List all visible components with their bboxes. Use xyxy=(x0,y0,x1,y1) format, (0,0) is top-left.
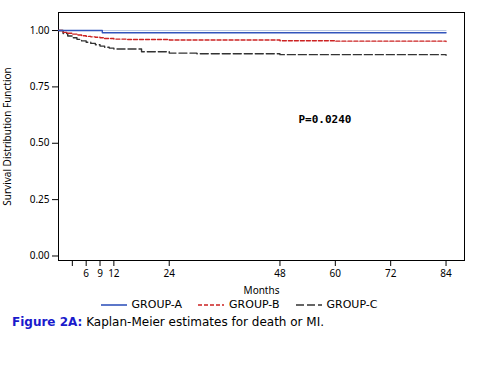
svg-text:48: 48 xyxy=(274,266,286,280)
svg-text:24: 24 xyxy=(164,266,176,280)
html-text:GROUP-A: GROUP-A xyxy=(131,298,183,311)
svg-text:0.00: 0.00 xyxy=(30,248,50,262)
svg-text:0.25: 0.25 xyxy=(30,192,50,206)
html-text:Figure 2A: Kaplan-Meier estima: Figure 2A: Kaplan-Meier estimates for de… xyxy=(12,315,325,329)
html-text:GROUP-B: GROUP-B xyxy=(229,298,280,311)
svg-text:0.75: 0.75 xyxy=(30,79,50,93)
svg-text:1.00: 1.00 xyxy=(30,23,50,37)
html-text:GROUP-C: GROUP-C xyxy=(326,298,378,311)
svg-text:Survival Distribution Function: Survival Distribution Function xyxy=(0,67,14,205)
svg-text:72: 72 xyxy=(385,266,397,280)
svg-text:Months: Months xyxy=(244,283,280,297)
svg-text:0.50: 0.50 xyxy=(30,135,50,149)
svg-text:84: 84 xyxy=(440,266,452,280)
svg-text:60: 60 xyxy=(330,266,342,280)
svg-text:P=0.0240: P=0.0240 xyxy=(298,113,351,126)
svg-text:6: 6 xyxy=(83,266,89,280)
svg-text:12: 12 xyxy=(108,266,120,280)
svg-text:9: 9 xyxy=(97,266,103,280)
